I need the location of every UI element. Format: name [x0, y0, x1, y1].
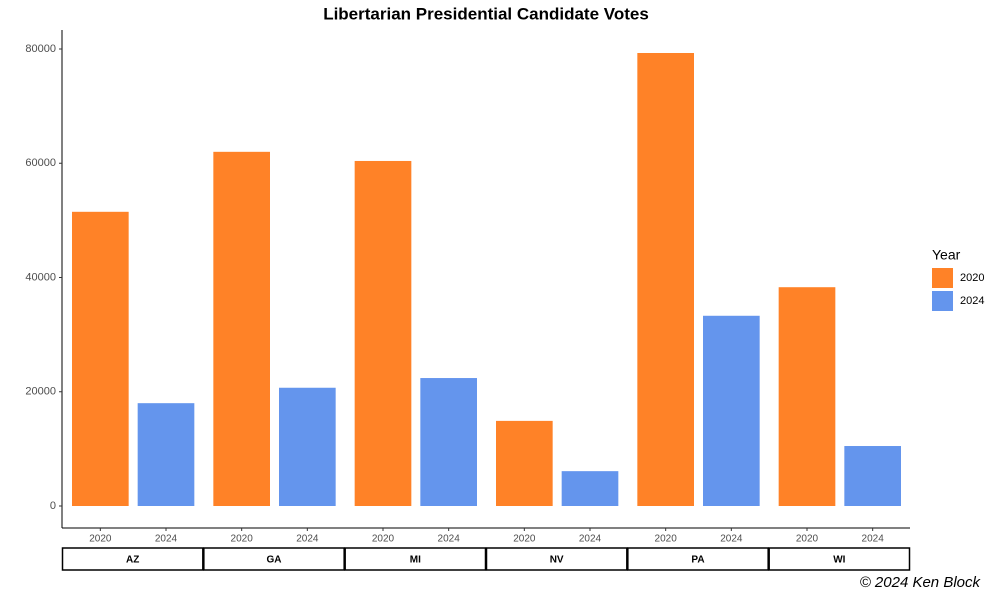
- bar: [703, 315, 760, 506]
- strip: [203, 547, 345, 571]
- legend-swatch: [932, 268, 953, 288]
- x-tick-label: 2024: [720, 534, 743, 545]
- bar: [561, 471, 619, 506]
- strip: [61, 547, 204, 571]
- y-tick-label: 20000: [25, 386, 56, 398]
- x-tick-label: 2024: [155, 534, 178, 545]
- legend-label: 2024: [960, 295, 984, 307]
- strip: [485, 547, 628, 571]
- bar: [279, 387, 336, 506]
- legend-title: Year: [932, 247, 961, 263]
- strip: [344, 547, 487, 571]
- y-tick-label: 80000: [25, 43, 56, 55]
- strip-label: MI: [410, 555, 421, 566]
- bar: [420, 378, 477, 506]
- strip: [768, 547, 911, 571]
- strip-label: NV: [550, 555, 564, 566]
- strip-label: AZ: [126, 555, 139, 566]
- y-tick-label: 40000: [25, 271, 56, 283]
- bar: [72, 211, 129, 506]
- chart-title: Libertarian Presidential Candidate Votes: [323, 4, 649, 23]
- bar: [844, 446, 901, 506]
- bar: [354, 160, 412, 506]
- strip-label: WI: [833, 555, 845, 566]
- bar: [137, 403, 195, 506]
- x-tick-label: 2024: [862, 534, 885, 545]
- legend-swatch: [932, 291, 953, 311]
- x-tick-label: 2020: [89, 534, 112, 545]
- strip-label: PA: [691, 555, 704, 566]
- y-tick-label: 0: [50, 500, 56, 512]
- bar: [496, 420, 553, 506]
- x-tick-label: 2020: [513, 534, 536, 545]
- x-tick-label: 2020: [796, 534, 819, 545]
- bar: [637, 52, 694, 506]
- x-tick-label: 2024: [296, 534, 319, 545]
- strip: [627, 547, 769, 571]
- bar: [213, 151, 270, 506]
- caption: © 2024 Ken Block: [860, 574, 982, 591]
- x-tick-label: 2020: [231, 534, 254, 545]
- x-tick-label: 2024: [579, 534, 602, 545]
- bar: [778, 287, 836, 506]
- y-tick-label: 60000: [25, 157, 56, 169]
- legend-label: 2020: [960, 272, 984, 284]
- strip-label: GA: [267, 555, 282, 566]
- x-tick-label: 2024: [438, 534, 461, 545]
- x-tick-label: 2020: [372, 534, 395, 545]
- x-tick-label: 2020: [655, 534, 678, 545]
